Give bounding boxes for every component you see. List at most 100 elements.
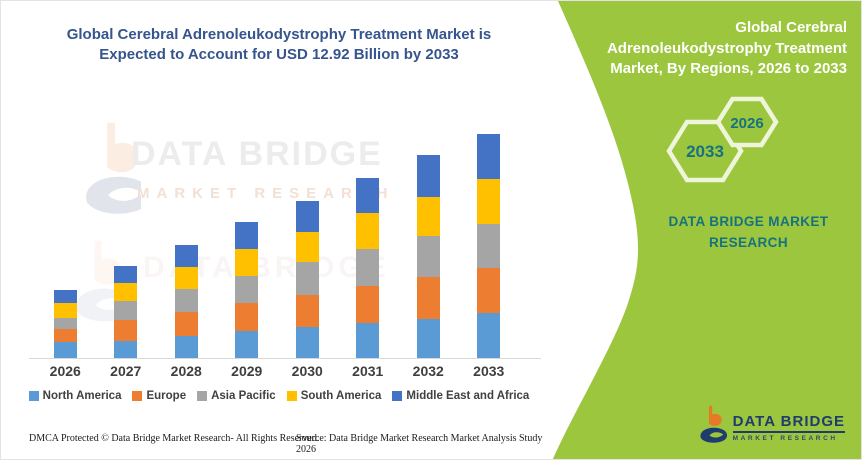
bar-column-2029 [217, 134, 278, 358]
company-logo: DATA BRIDGE MARKET RESEARCH [695, 405, 845, 449]
bar-column-2032 [398, 134, 459, 358]
bar-segment-south-america [416, 196, 440, 237]
bar-column-2030 [277, 134, 338, 358]
bar-segment-middle-east-and-africa [114, 266, 138, 284]
hexagon-2026-label: 2026 [730, 115, 763, 132]
x-tick-label: 2029 [231, 363, 263, 379]
company-logo-name: DATA BRIDGE [732, 413, 845, 433]
chart-title-line2: Expected to Account for USD 12.92 Billio… [99, 46, 459, 63]
bar-segment-asia-pacific [356, 249, 380, 286]
brand-line2: RESEARCH [709, 234, 788, 250]
bar-segment-asia-pacific [114, 301, 138, 320]
bar-segment-europe [416, 276, 440, 319]
bar-segment-north-america [174, 335, 198, 358]
chart-legend: North America Europe Asia Pacific South Ame… [1, 390, 557, 402]
legend-label: Asia Pacific [211, 390, 276, 402]
bar-segment-south-america [356, 213, 380, 250]
bar-segment-asia-pacific [53, 317, 77, 329]
bar-segment-north-america [356, 322, 380, 358]
legend-item-middle-east-and-africa: Middle East and Africa [392, 390, 529, 402]
bar-segment-middle-east-and-africa [174, 244, 198, 267]
legend-item-south-america: South America [286, 390, 382, 402]
bar-segment-europe [53, 328, 77, 343]
bar-segment-north-america [477, 312, 501, 358]
x-tick-label: 2027 [110, 363, 142, 379]
bar-segment-middle-east-and-africa [53, 290, 77, 304]
bar-segment-europe [477, 268, 501, 313]
legend-swatch-icon [28, 391, 39, 401]
bar-segment-middle-east-and-africa [477, 134, 501, 180]
x-tick-label: 2031 [352, 363, 384, 379]
legend-label: North America [42, 390, 122, 402]
bar-stack-2027 [114, 266, 138, 358]
x-tick-label: 2030 [291, 363, 323, 379]
bar-stack-2030 [295, 201, 319, 358]
bar-column-2028 [156, 134, 217, 358]
chart-title-line1: Global Cerebral Adrenoleukodystrophy Tre… [66, 26, 492, 43]
year-hexagons: 2033 2026 [666, 96, 779, 183]
legend-label: Europe [146, 390, 187, 402]
bar-segment-middle-east-and-africa [235, 222, 259, 249]
brand-line1: DATA BRIDGE MARKET [668, 214, 829, 229]
legend-swatch-icon [392, 391, 403, 401]
company-logo-sub: MARKET RESEARCH [732, 434, 838, 442]
bar-stack-2028 [174, 244, 198, 358]
bar-segment-south-america [174, 266, 198, 290]
bar-segment-south-america [53, 303, 77, 318]
bar-segment-europe [235, 303, 259, 332]
legend-swatch-icon [197, 391, 208, 401]
brand-wordmark: DATA BRIDGE MARKET RESEARCH [636, 212, 861, 254]
bar-column-2031 [338, 134, 399, 358]
hexagon-2026 [715, 96, 779, 148]
bar-stack-2029 [235, 222, 259, 358]
bar-segment-south-america [295, 232, 319, 263]
x-axis-line [29, 358, 541, 359]
bar-segment-europe [114, 319, 138, 341]
bar-column-2027 [96, 134, 157, 358]
panel-title: Global Cerebral Adrenoleukodystrophy Tre… [606, 19, 847, 78]
bar-segment-south-america [235, 248, 259, 277]
x-tick-label: 2026 [49, 363, 81, 379]
source-note: Source: Data Bridge Market Research Mark… [296, 433, 543, 455]
bar-segment-middle-east-and-africa [416, 154, 440, 197]
legend-label: South America [300, 390, 382, 402]
bar-segment-south-america [114, 283, 138, 302]
bar-segment-asia-pacific [416, 236, 440, 277]
x-tick-label: 2033 [473, 363, 505, 379]
bar-segment-south-america [477, 179, 501, 225]
bar-segment-europe [295, 295, 319, 328]
bar-segment-north-america [235, 331, 259, 358]
bar-segment-europe [174, 312, 198, 336]
legend-item-europe: Europe [132, 390, 186, 402]
bar-column-2026 [35, 134, 96, 358]
bar-segment-asia-pacific [235, 276, 259, 304]
x-tick-label: 2028 [170, 363, 202, 379]
bar-stack-2033 [477, 134, 501, 358]
legend-item-north-america: North America [28, 390, 122, 402]
legend-swatch-icon [286, 391, 297, 401]
hexagon-2033-label: 2033 [686, 142, 724, 161]
bar-segment-middle-east-and-africa [356, 178, 380, 214]
bar-column-2033 [459, 134, 520, 358]
chart-title: Global Cerebral Adrenoleukodystrophy Tre… [1, 25, 557, 65]
bar-segment-north-america [53, 342, 77, 358]
company-logo-icon [700, 405, 727, 443]
x-tick-label: 2032 [412, 363, 444, 379]
plot-area [35, 134, 519, 358]
bar-segment-asia-pacific [477, 224, 501, 269]
dmca-notice: DMCA Protected © Data Bridge Market Rese… [29, 433, 320, 444]
bar-segment-middle-east-and-africa [295, 201, 319, 233]
bar-segment-north-america [295, 327, 319, 358]
legend-item-asia-pacific: Asia Pacific [197, 390, 276, 402]
legend-swatch-icon [132, 391, 143, 401]
bar-segment-asia-pacific [295, 262, 319, 296]
bar-stack-2026 [53, 290, 77, 358]
legend-label: Middle East and Africa [406, 390, 530, 402]
bar-segment-north-america [114, 340, 138, 358]
hexagon-2033 [666, 119, 744, 183]
bar-stack-2032 [416, 154, 440, 358]
bar-stack-2031 [356, 178, 380, 358]
bar-segment-asia-pacific [174, 289, 198, 313]
